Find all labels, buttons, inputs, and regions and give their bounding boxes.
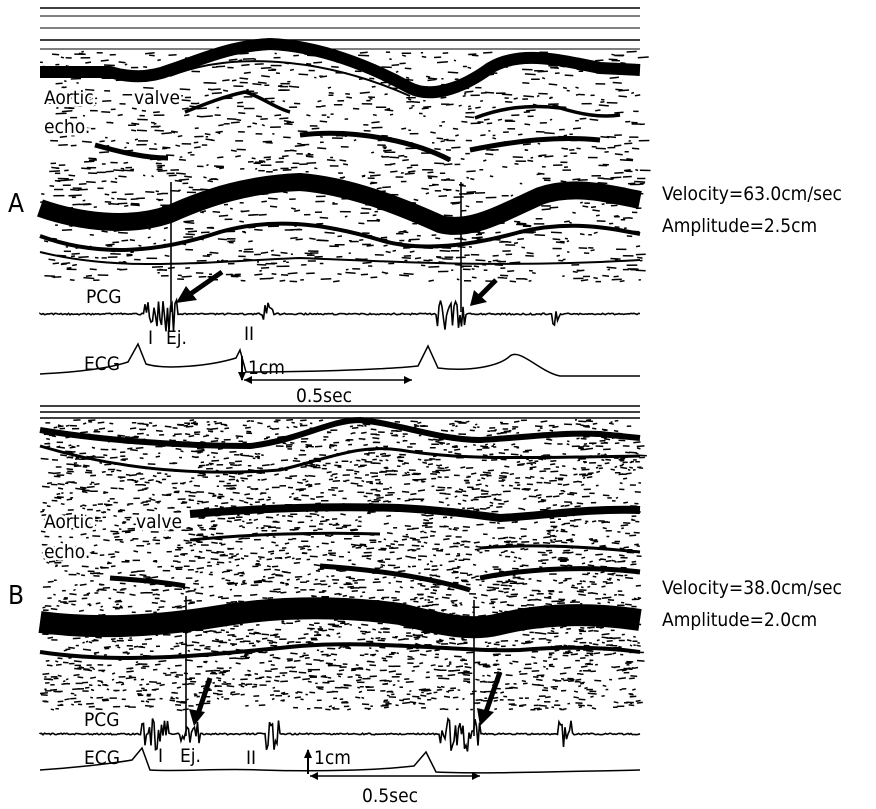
marker-ej-a: Ej. [166, 327, 187, 349]
panel-a: A Aortic valve echo. PCG ECG I Ej. II 1c… [8, 0, 842, 407]
valve-leaflet-upper-a [184, 90, 291, 114]
marker-ej-b: Ej. [180, 745, 201, 767]
valve-leaflet-lower-b [109, 563, 641, 593]
marker-s1-b: I [158, 745, 163, 767]
aortic-anterior-wall-a [40, 37, 641, 99]
valve-label-a-2: valve [134, 87, 180, 109]
echo-top-lines-a [40, 7, 640, 50]
scale-bars-b [304, 749, 480, 780]
valve-label-a-3: echo. [44, 116, 90, 138]
arrow-icon [176, 269, 224, 303]
aortic-anterior-wall-b [189, 503, 641, 523]
velocity-a: Velocity=63.0cm/sec [662, 183, 842, 205]
valve-label-b-1: Aortic [44, 511, 94, 533]
echo-image-a [37, 0, 651, 283]
valve-label-b-3: echo. [44, 541, 90, 563]
scale-time-b: 0.5sec [362, 785, 418, 807]
panel-b: B Aortic valve echo. PCG ECG I Ej. II 1c… [8, 404, 842, 807]
valve-label-a-1: Aortic [44, 87, 94, 109]
ecg-label-b: ECG [84, 747, 120, 769]
amplitude-a: Amplitude=2.5cm [662, 215, 817, 237]
marker-s1-a: I [148, 327, 153, 349]
scale-amplitude-b: 1cm [314, 747, 351, 769]
velocity-b: Velocity=38.0cm/sec [662, 577, 842, 599]
aortic-posterior-wall-a [37, 172, 642, 235]
scale-amplitude-a: 1cm [248, 357, 285, 379]
marker-s2-b: II [246, 747, 256, 769]
arrow-icon [470, 278, 498, 306]
pcg-trace-a [39, 297, 641, 332]
echo-image-b [38, 404, 647, 712]
pcg-label-b: PCG [84, 709, 120, 731]
ecg-trace-b [39, 746, 641, 774]
ecg-trace-a [39, 342, 640, 377]
echo-top-lines-b [40, 405, 640, 419]
arrow-icon [189, 677, 213, 726]
arrow-icon [477, 671, 503, 726]
ecg-label-a: ECG [84, 353, 120, 375]
aortic-posterior-wall-b [38, 597, 642, 639]
marker-s2-a: II [244, 323, 254, 345]
pcg-label-a: PCG [86, 286, 122, 308]
valve-label-b-2: valve [136, 511, 182, 533]
panel-letter-b: B [8, 581, 24, 611]
scale-time-a: 0.5sec [296, 385, 352, 407]
panel-letter-a: A [8, 189, 24, 219]
valve-leaflet-lower-a [94, 130, 601, 163]
scale-bars-a [238, 356, 412, 384]
amplitude-b: Amplitude=2.0cm [662, 609, 817, 631]
pcg-trace-b [39, 716, 641, 752]
